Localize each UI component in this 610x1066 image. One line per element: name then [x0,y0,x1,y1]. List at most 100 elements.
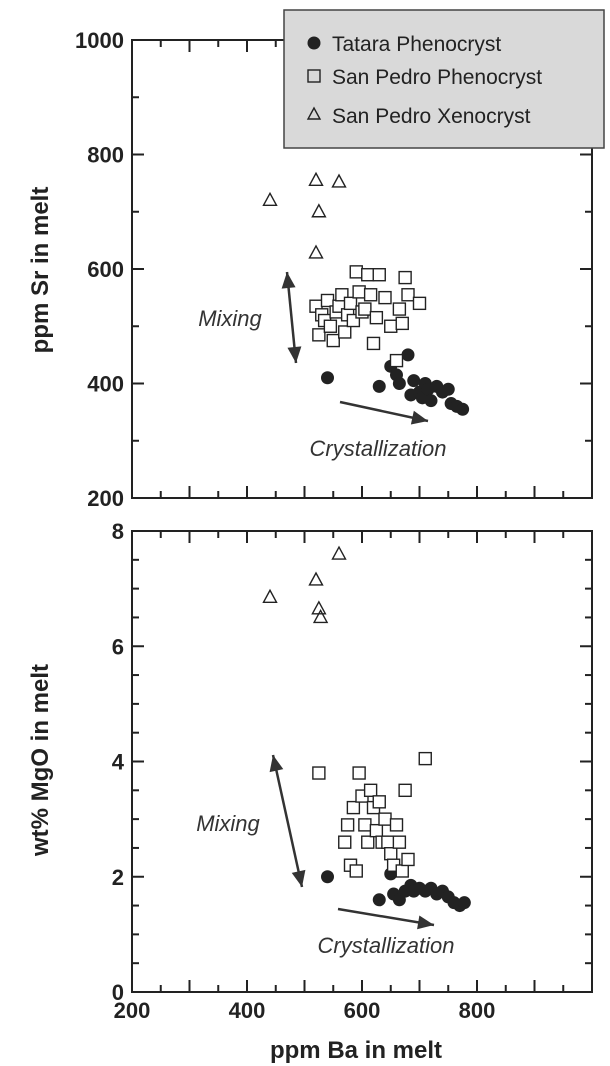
y-axis-title-mgo: wt% MgO in melt [27,664,54,857]
san-pedro-xenocryst-point [262,588,278,603]
san-pedro-phenocryst-point [358,302,372,316]
san-pedro-xenocryst-point [311,203,327,218]
san-pedro-xenocryst-point [312,608,329,624]
y-tick-label: 4 [112,750,125,775]
x-tick-label: 600 [344,998,381,1023]
san-pedro-phenocryst-point [401,852,415,867]
san-pedro-phenocryst-point [340,818,355,832]
san-pedro-phenocryst-point [378,812,392,826]
san-pedro-phenocryst-point [392,835,407,849]
tatara-phenocryst-point [457,896,471,910]
san-pedro-phenocryst-point [381,835,395,849]
san-pedro-phenocryst-point [392,302,407,316]
y-tick-label: 600 [87,257,124,282]
san-pedro-xenocryst-point [308,171,324,186]
x-tick-label: 800 [459,998,496,1023]
x-axis-title-ba: ppm Ba in melt [270,1037,442,1064]
y-tick-label: 1000 [75,28,124,53]
san-pedro-phenocryst-point [363,288,378,302]
mixing-arrowhead-down [287,346,302,363]
tatara-phenocryst-point [424,394,438,408]
mixing-label: Mixing [198,306,262,331]
y-tick-label: 8 [112,519,124,544]
san-pedro-phenocryst-point [389,353,404,368]
tatara-phenocryst-point [407,374,421,388]
tatara-phenocryst-point [441,382,455,396]
legend-label-san-pedro-xenocryst: San Pedro Xenocryst [332,105,531,128]
tatara-phenocryst-point [392,377,406,390]
crystallization-arrow [337,907,435,927]
san-pedro-phenocryst-point [398,783,412,798]
san-pedro-xenocryst-point [308,571,324,586]
san-pedro-phenocryst-point [312,766,326,780]
y-tick-label: 200 [87,486,124,511]
x-tick-label: 200 [114,998,151,1023]
san-pedro-phenocryst-point [369,823,384,838]
mixing-arrowhead-up [269,755,284,773]
y-axis-title-sr: ppm Sr in melt [27,187,54,354]
san-pedro-phenocryst-point [338,325,352,339]
legend-marker-san-pedro-xenocryst [306,106,322,120]
san-pedro-phenocryst-point [358,818,372,832]
y-tick-label: 800 [87,143,124,168]
tatara-phenocryst-point [456,402,470,416]
legend-label-san-pedro-phenocryst: San Pedro Phenocryst [332,66,542,89]
san-pedro-phenocryst-point [401,288,415,302]
san-pedro-phenocryst-point [312,328,326,342]
y-tick-label: 0 [112,980,124,1005]
tatara-phenocryst-point [372,893,386,907]
san-pedro-xenocryst-point [331,545,347,560]
mixing-label: Mixing [196,811,260,836]
mixing-arrowhead-up [281,272,296,289]
legend-box [283,9,605,149]
plot-frame [131,530,593,993]
tatara-phenocryst-point [321,870,334,884]
san-pedro-phenocryst-point [384,319,398,333]
legend-marker-san-pedro-phenocryst [307,69,321,83]
san-pedro-xenocryst-point [262,191,278,206]
y-tick-label: 2 [112,865,124,890]
legend-marker-tatara-phenocryst [307,36,321,50]
san-pedro-xenocryst-point [308,244,324,259]
san-pedro-phenocryst-point [349,265,363,279]
san-pedro-phenocryst-point [398,270,412,285]
x-tick-label: 400 [229,998,266,1023]
san-pedro-phenocryst-point [326,333,340,348]
san-pedro-phenocryst-point [346,800,361,815]
mgo-vs-ba-panel: 0 2 4 6 8 200 400 600 800 Mixing Crystallization [112,519,593,1023]
legend-label-tatara-phenocryst: Tatara Phenocryst [332,33,501,56]
san-pedro-phenocryst-point [363,783,378,798]
tatara-phenocryst-point [321,371,334,385]
san-pedro-phenocryst-point [412,296,427,311]
san-pedro-phenocryst-point [378,290,392,305]
mixing-arrow [271,754,304,888]
san-pedro-phenocryst-point [366,336,381,351]
san-pedro-phenocryst-point [389,818,404,832]
san-pedro-phenocryst-point [395,316,409,331]
y-tick-label: 400 [87,372,124,397]
san-pedro-phenocryst-point [349,864,363,878]
san-pedro-phenocryst-point [372,795,386,809]
crystallization-arrowhead [417,915,434,930]
san-pedro-phenocryst-point [320,293,335,308]
y-tick-label: 6 [112,634,124,659]
san-pedro-phenocryst-point [338,835,352,849]
crystallization-label: Crystallization [318,933,455,958]
san-pedro-phenocryst-point [352,285,366,299]
san-pedro-phenocryst-point [384,847,398,861]
mixing-arrowhead-down [291,869,306,887]
legend: Tatara Phenocryst San Pedro Phenocryst S… [283,9,605,149]
crystallization-label: Crystallization [310,436,447,461]
san-pedro-phenocryst-point [352,766,366,780]
san-pedro-phenocryst-point [323,319,338,333]
tatara-phenocryst-point [401,348,415,362]
san-pedro-phenocryst-point [343,296,358,311]
tatara-phenocryst-point [372,379,386,393]
san-pedro-phenocryst-point [361,835,375,849]
crystallization-arrowhead [410,410,428,425]
san-pedro-phenocryst-point [369,310,384,325]
san-pedro-xenocryst-point [311,600,327,615]
san-pedro-phenocryst-point [361,268,375,282]
san-pedro-phenocryst-point [372,268,386,282]
